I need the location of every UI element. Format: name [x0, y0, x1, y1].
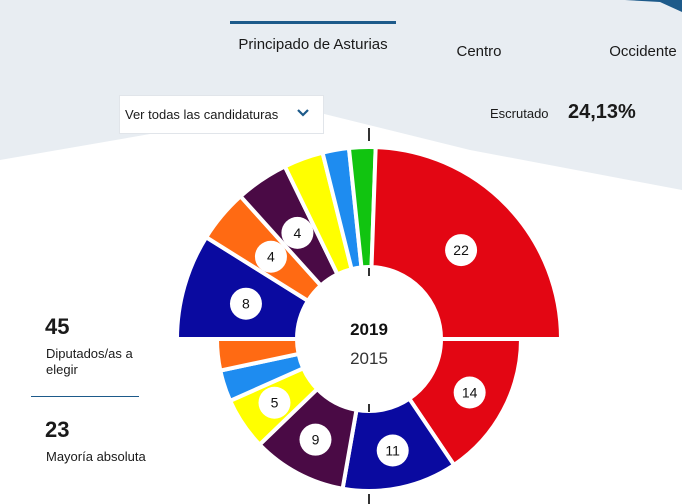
slice-label-badge-2019-0: [229, 287, 262, 320]
tab-principado-de-asturias[interactable]: Principado de Asturias: [238, 36, 388, 53]
tab-centro[interactable]: Centro: [456, 43, 502, 60]
slice-label-badge-2015-1: [376, 434, 409, 467]
stats-divider: [31, 396, 139, 397]
slice-label-badge-2019-2: [281, 216, 314, 249]
seats-number: 45: [45, 314, 70, 339]
center-year-label-1: 2015: [350, 349, 388, 368]
scrutiny-value: 24,13%: [568, 101, 636, 123]
slice-label-2015-2: 9: [312, 432, 320, 448]
slice-label-badge-2019-1: [254, 240, 287, 273]
dropdown-selected-label: Ver todas las candidaturas: [125, 107, 279, 122]
slice-label-2019-2: 4: [294, 225, 302, 241]
slice-label-2019-0: 8: [242, 296, 250, 312]
slice-label-2015-1: 11: [385, 443, 400, 459]
slice-label-2015-0: 14: [462, 385, 478, 401]
seats-label: Diputados/as a elegir: [46, 346, 133, 377]
active-tab-indicator: [230, 21, 396, 24]
tab-occidente[interactable]: Occidente: [609, 43, 677, 60]
candidaturas-dropdown[interactable]: Ver todas las candidaturas: [119, 95, 324, 134]
majority-number: 23: [45, 417, 70, 442]
scrutiny-label: Escrutado: [490, 106, 549, 121]
center-year-label-0: 2019: [350, 320, 388, 339]
slice-label-badge-2019-6: [445, 234, 478, 267]
slice-label-badge-2015-3: [258, 386, 291, 419]
pie-slice-2015-5[interactable]: [214, 337, 301, 373]
slice-label-badge-2015-2: [299, 423, 332, 456]
slice-label-2019-1: 4: [267, 249, 275, 265]
slice-label-2015-3: 5: [271, 395, 279, 411]
slice-label-2019-6: 22: [453, 242, 469, 258]
majority-label: Mayoría absoluta: [46, 449, 146, 464]
chevron-down-icon: [297, 109, 309, 117]
slice-label-badge-2015-0: [453, 376, 486, 409]
